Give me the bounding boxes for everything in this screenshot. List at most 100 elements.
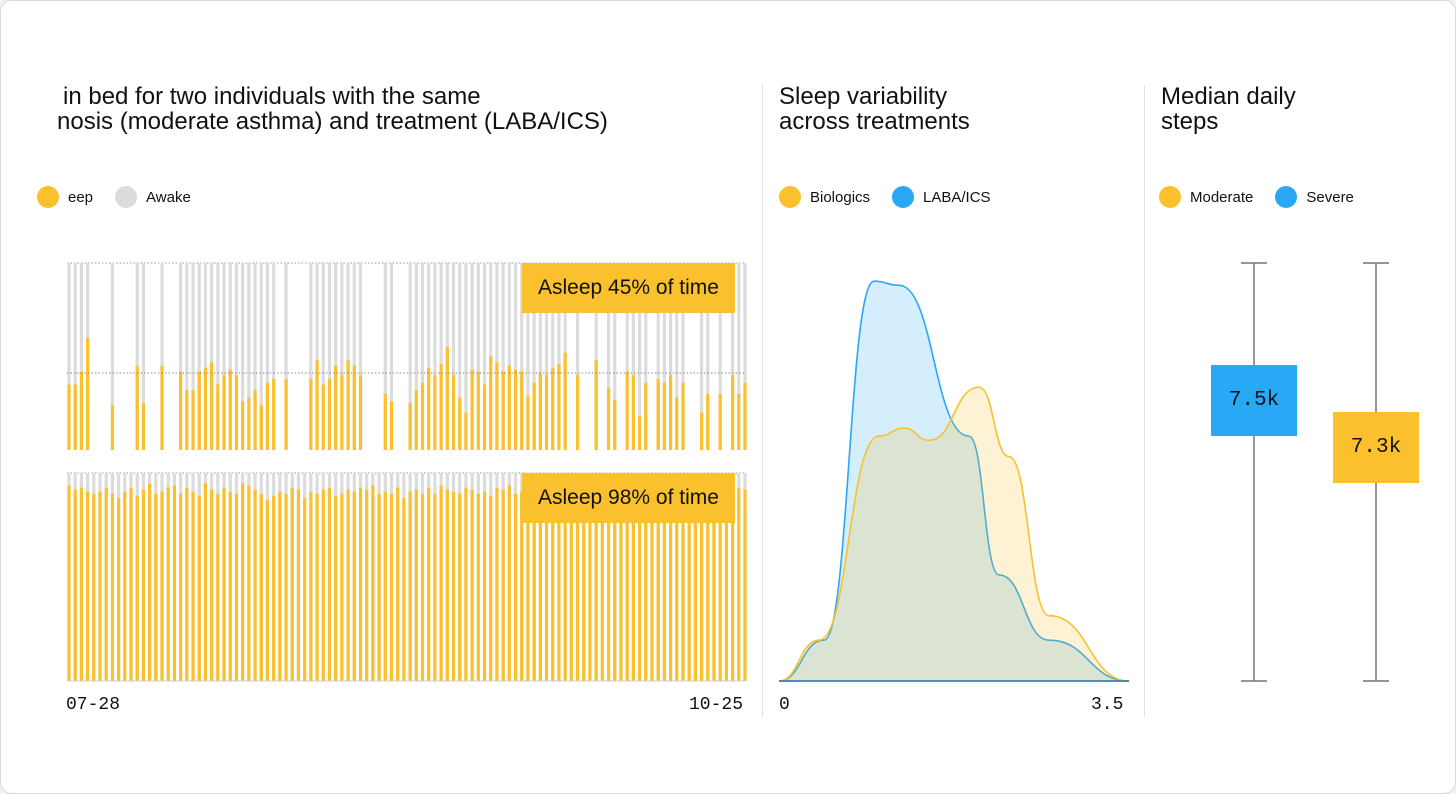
box-severe: 7.5k	[1211, 365, 1297, 436]
sleep-timeline-panel: in bed for two individuals with the same…	[1, 1, 761, 793]
asleep-bar-0-74	[526, 395, 530, 450]
asleep-bar-1-2	[79, 487, 84, 681]
asleep-bar-0-32	[265, 382, 270, 450]
awake-bar-0-11	[135, 263, 139, 450]
asleep-bar-1-89	[619, 487, 623, 681]
legend-item-awake: Awake	[115, 186, 191, 208]
sleep-variability-panel: Sleep variability across treatments Biol…	[763, 1, 1143, 793]
asleep-bar-0-98	[675, 397, 679, 450]
asleep-bar-1-14	[154, 493, 158, 681]
asleep-bar-1-73	[520, 491, 524, 681]
asleep-bar-1-41	[321, 489, 325, 681]
asleep-bar-0-39	[309, 378, 313, 450]
awake-bar-0-22	[203, 263, 208, 450]
awake-bar-0-44	[340, 263, 344, 450]
awake-bar-0-88	[613, 263, 617, 450]
awake-bar-0-70	[501, 263, 505, 450]
asleep-bar-0-11	[135, 365, 139, 450]
legend-label-asleep: eep	[68, 188, 94, 206]
asleep-bar-1-72	[513, 493, 518, 681]
asleep-bar-0-52	[389, 401, 394, 450]
asleep-bar-1-10	[129, 487, 133, 681]
asleep-bar-1-68	[489, 495, 493, 681]
asleep-bar-1-50	[377, 493, 381, 681]
asleep-bar-0-68	[489, 356, 493, 450]
asleep-bar-1-71	[507, 485, 511, 681]
awake-bar-0-108	[737, 263, 741, 450]
awake-bar-0-95	[656, 263, 660, 450]
asleep-bar-1-21	[197, 495, 201, 681]
awake-bar-0-78	[551, 263, 555, 450]
asleep-bar-1-49	[371, 485, 375, 681]
asleep-bar-0-12	[141, 403, 146, 450]
asleep-bar-1-66	[476, 493, 480, 681]
asleep-bar-1-98	[675, 491, 679, 681]
asleep-bar-1-11	[135, 495, 139, 681]
awake-bar-0-96	[662, 263, 666, 450]
legend-item-moderate: Moderate	[1159, 186, 1253, 208]
awake-bar-0-0	[67, 263, 71, 450]
asleep-bar-0-42	[327, 378, 332, 450]
asleep-bar-1-35	[284, 493, 288, 681]
awake-bar-0-66	[476, 263, 480, 450]
awake-bar-0-23	[210, 263, 214, 450]
asleep-bar-1-100	[687, 493, 691, 681]
asleep-bar-1-19	[185, 487, 189, 681]
asleep-bar-1-54	[402, 497, 406, 681]
awake-bar-0-35	[284, 263, 288, 450]
asleep-bar-0-0	[67, 384, 71, 450]
legend-item-biologics: Biologics	[779, 186, 870, 208]
asleep-bar-1-39	[309, 491, 313, 681]
legend-label-laba-ics: LABA/ICS	[923, 188, 991, 206]
asleep-bar-1-0	[67, 485, 71, 681]
awake-bar-0-59	[433, 263, 437, 450]
asleep-bar-1-29	[247, 485, 251, 681]
awake-bar-0-74	[526, 263, 530, 450]
awake-bar-0-69	[495, 263, 499, 450]
density-line-laba-ics	[778, 280, 1130, 682]
asleep-bar-0-15	[160, 365, 164, 450]
box-moderate: 7.3k	[1333, 412, 1419, 483]
asleep-bar-1-12	[141, 489, 146, 681]
asleep-bar-1-59	[433, 493, 437, 681]
asleep-bar-1-9	[123, 491, 127, 681]
legend-item-asleep: eep	[37, 186, 93, 208]
asleep-bar-0-25	[222, 375, 226, 450]
awake-bar-0-90	[625, 263, 629, 450]
asleep-bar-1-60	[439, 485, 443, 681]
awake-bar-0-56	[414, 263, 418, 450]
awake-bar-0-42	[327, 263, 332, 450]
asleep-bar-1-64	[464, 487, 468, 681]
asleep-bar-1-27	[234, 493, 239, 681]
asleep-bar-1-108	[737, 487, 741, 681]
asleep-bar-0-2	[79, 371, 84, 450]
awake-bar-0-52	[389, 263, 394, 450]
asleep-bar-1-101	[693, 485, 697, 681]
awake-bar-0-82	[575, 263, 580, 450]
asleep-bar-0-102	[699, 412, 704, 450]
x-tick-start: 07-28	[66, 695, 121, 715]
asleep-bar-0-57	[420, 382, 425, 450]
asleep-bar-0-3	[86, 337, 90, 450]
density-area-laba-ics	[779, 281, 1129, 681]
awake-bar-0-97	[668, 263, 673, 450]
awake-bar-0-60	[439, 263, 443, 450]
asleep-bar-0-79	[557, 363, 561, 450]
awake-bar-0-71	[507, 263, 511, 450]
asleep-bar-1-38	[303, 497, 307, 681]
asleep-bar-1-43	[334, 495, 338, 681]
asleep-bar-1-44	[340, 493, 344, 681]
asleep-bar-1-8	[117, 497, 121, 681]
awake-bar-0-29	[247, 263, 251, 450]
asleep-bar-0-85	[594, 360, 598, 450]
asleep-bar-0-72	[513, 369, 518, 450]
density-area-biologics	[779, 387, 1129, 681]
x-tick-end: 10-25	[689, 695, 744, 715]
asleep-bar-1-28	[241, 483, 245, 681]
asleep-bar-1-69	[495, 487, 499, 681]
awake-bar-0-27	[234, 263, 239, 450]
awake-bar-0-21	[197, 263, 201, 450]
asleep-bar-0-78	[551, 367, 555, 450]
asleep-bar-0-1	[73, 384, 77, 450]
